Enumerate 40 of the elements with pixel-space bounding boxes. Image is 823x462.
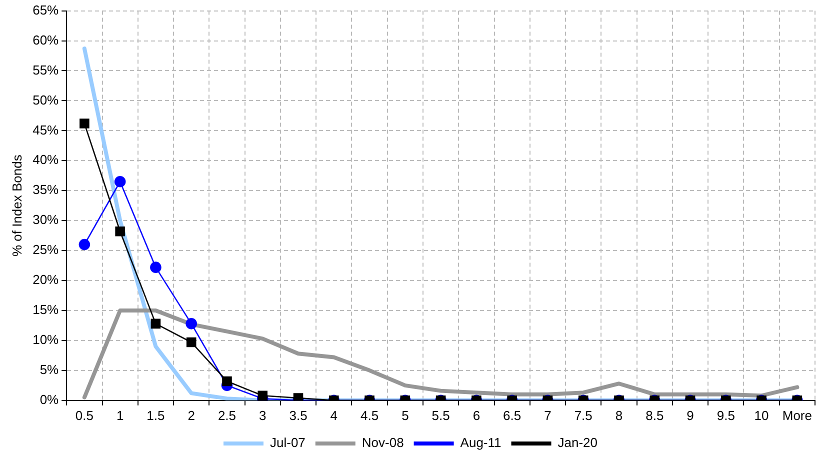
x-tick-label: 6 [472, 408, 480, 423]
x-tick-label: 9 [686, 408, 694, 423]
x-tick-label: 0.5 [75, 408, 94, 423]
y-tick-label: 35% [32, 182, 60, 198]
x-tick-label: 1 [116, 408, 124, 423]
legend-label: Jul-07 [270, 435, 306, 450]
legend-label: Jan-20 [558, 435, 598, 450]
legend-label: Aug-11 [460, 435, 502, 450]
x-tick-label: 3.5 [289, 408, 308, 423]
x-tick-label: 9.5 [716, 408, 735, 423]
x-tick-label: 5.5 [432, 408, 450, 423]
y-tick-label: 10% [32, 332, 60, 348]
x-tick-label: 7 [544, 408, 552, 423]
x-tick-label: More [782, 408, 812, 423]
x-tick-label: 1.5 [146, 408, 165, 423]
x-tick-label: 6.5 [503, 408, 522, 423]
y-tick-label: 15% [32, 302, 60, 318]
x-tick-label: 2 [188, 408, 195, 423]
x-tick-label: 8 [615, 408, 623, 423]
x-tick-label: 2.5 [218, 408, 236, 423]
y-tick-label: 30% [32, 212, 60, 228]
y-tick-label: 60% [32, 32, 60, 48]
y-tick-label: 40% [32, 152, 60, 168]
y-tick-label: 5% [40, 362, 60, 378]
x-tick-label: 10 [754, 408, 769, 423]
y-tick-label: 65% [32, 2, 60, 18]
y-tick-label: 0% [40, 392, 60, 407]
x-tick-label: 5 [402, 408, 409, 423]
y-tick-label: 55% [32, 62, 60, 78]
y-tick-label: 25% [32, 242, 60, 258]
x-tick-label: 4.5 [360, 408, 379, 423]
x-tick-label: 7.5 [574, 408, 592, 423]
x-tick-label: 3 [259, 408, 266, 423]
y-axis-title: % of Index Bonds [9, 154, 24, 257]
y-tick-label: 20% [32, 272, 60, 288]
legend-label: Nov-08 [362, 435, 404, 450]
y-tick-label: 45% [32, 122, 60, 138]
x-tick-label: 8.5 [646, 408, 664, 423]
y-tick-label: 50% [32, 92, 60, 108]
x-tick-label: 4 [330, 408, 338, 423]
